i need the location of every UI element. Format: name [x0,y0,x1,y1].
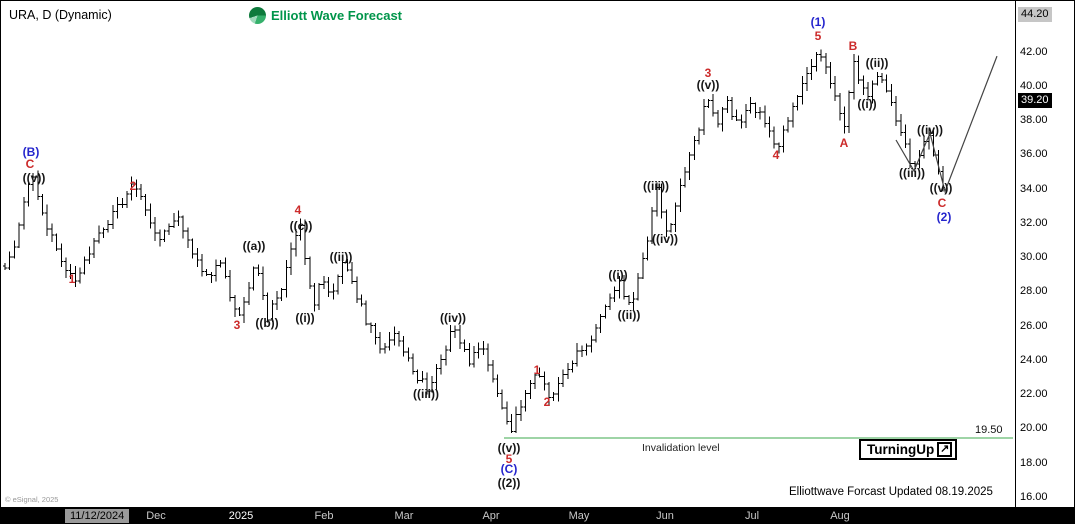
price-tick-label: 28.00 [1020,285,1048,298]
projection-trendline [895,55,998,194]
up-right-arrow-icon: ↗ [937,442,953,457]
last-price-tag: 39.20 [1018,92,1052,108]
time-tick-label: Jun [656,509,674,522]
price-tick-label: 20.00 [1020,422,1048,435]
start-date-label: 11/12/2024 [65,509,130,523]
price-tick-label: 22.00 [1020,388,1048,401]
symbol-title: URA, D (Dynamic) [9,8,112,22]
time-tick-label: May [568,509,590,522]
price-tick-label: 32.00 [1020,216,1048,229]
chart-plot-area[interactable]: URA, D (Dynamic) Elliott Wave Forecast (… [1,1,1015,507]
update-note: Elliottwave Forcast Updated 08.19.2025 [789,486,993,498]
invalidation-level-label: Invalidation level [642,442,720,455]
time-tick-label: Dec [146,509,166,522]
brand-logo: Elliott Wave Forecast [249,7,402,24]
price-tick-label: 16.00 [1020,491,1048,503]
price-tick-label: 38.00 [1020,114,1048,127]
price-tick-label: 30.00 [1020,251,1048,264]
price-tick-label: 26.00 [1020,319,1048,332]
time-axis[interactable]: 11/12/2024 Dec 2025 Feb Mar Apr May Jun Jul Aug [1,507,1074,523]
elliott-wave-logo-icon [249,7,266,24]
price-chart-canvas[interactable] [1,1,1015,507]
time-tick-label: Feb [314,509,334,522]
turning-up-label: TurningUp [867,442,935,457]
time-tick-label: 2025 [228,509,254,522]
time-tick-label: Apr [482,509,500,522]
price-tick-label: 24.00 [1020,353,1048,366]
ohlc-bars [2,49,946,433]
price-tick-label: 34.00 [1020,182,1048,195]
price-axis[interactable]: 44.20 39.20 42.00 40.00 38.00 36.00 34.00 32.… [1015,1,1074,507]
price-tick-label: 18.00 [1020,456,1048,469]
price-tick-label: 42.00 [1020,45,1048,58]
copyright-note: © eSignal, 2025 [5,495,59,504]
time-tick-label: Jul [744,509,760,522]
price-tick-label: 40.00 [1020,79,1048,92]
brand-logo-text: Elliott Wave Forecast [271,8,402,23]
invalidation-price-label: 19.50 [975,424,1003,437]
high-price-label: 44.20 [1018,7,1052,22]
price-tick-label: 36.00 [1020,148,1048,161]
turning-up-badge: TurningUp ↗ [859,439,958,460]
time-tick-label: Mar [394,509,414,522]
time-tick-label: Aug [830,509,850,522]
